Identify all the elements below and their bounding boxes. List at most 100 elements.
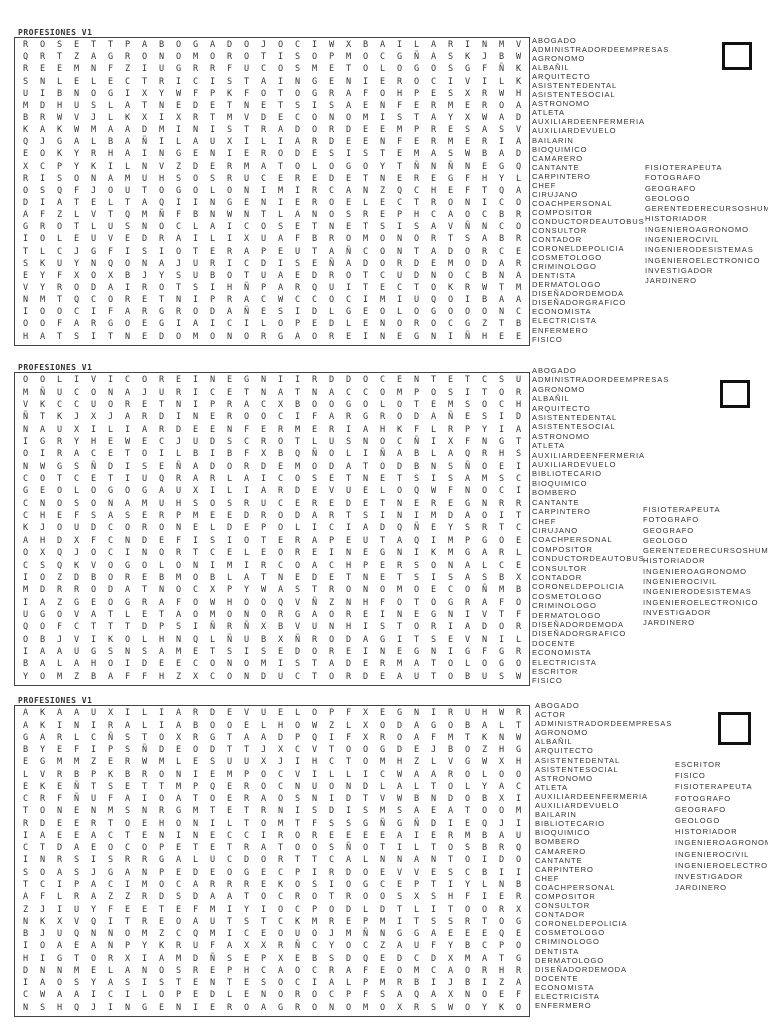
grid-letter[interactable]: G <box>362 879 369 890</box>
grid-letter[interactable]: L <box>243 548 250 559</box>
grid-letter[interactable]: A <box>90 609 97 620</box>
grid-letter[interactable]: T <box>362 461 369 472</box>
grid-letter[interactable]: C <box>362 387 369 398</box>
grid-letter[interactable]: X <box>277 745 284 756</box>
grid-letter[interactable]: U <box>209 137 216 148</box>
grid-letter[interactable]: V <box>311 745 318 756</box>
grid-letter[interactable]: B <box>515 319 522 330</box>
grid-letter[interactable]: R <box>447 830 454 841</box>
grid-letter[interactable]: Q <box>311 282 318 293</box>
grid-letter[interactable]: Y <box>328 941 335 952</box>
grid-letter[interactable]: Y <box>90 904 97 915</box>
grid-letter[interactable]: A <box>158 646 165 657</box>
grid-letter[interactable]: B <box>90 572 97 583</box>
grid-letter[interactable]: T <box>345 64 352 75</box>
grid-letter[interactable]: I <box>209 125 216 136</box>
grid-letter[interactable]: T <box>243 745 250 756</box>
grid-letter[interactable]: A <box>413 769 420 780</box>
grid-letter[interactable]: E <box>209 412 216 423</box>
grid-letter[interactable]: I <box>362 646 369 657</box>
grid-letter[interactable]: V <box>243 708 250 719</box>
grid-letter[interactable]: B <box>22 745 29 756</box>
grid-letter[interactable]: S <box>226 498 233 509</box>
grid-letter[interactable]: O <box>379 585 386 596</box>
checkbox[interactable] <box>722 42 752 70</box>
grid-letter[interactable]: R <box>311 137 318 148</box>
grid-letter[interactable]: Z <box>56 597 63 608</box>
grid-letter[interactable]: E <box>498 461 505 472</box>
grid-letter[interactable]: A <box>277 270 284 281</box>
grid-letter[interactable]: O <box>56 978 63 989</box>
grid-letter[interactable]: I <box>192 622 199 633</box>
grid-letter[interactable]: S <box>124 222 131 233</box>
grid-letter[interactable]: O <box>39 867 46 878</box>
grid-letter[interactable]: Ñ <box>226 634 233 645</box>
grid-letter[interactable]: L <box>141 634 148 645</box>
grid-letter[interactable]: M <box>362 1002 369 1013</box>
grid-letter[interactable]: A <box>141 197 148 208</box>
grid-letter[interactable]: L <box>277 210 284 221</box>
grid-letter[interactable]: R <box>447 40 454 51</box>
grid-letter[interactable]: I <box>22 597 29 608</box>
grid-letter[interactable]: E <box>56 818 63 829</box>
grid-letter[interactable]: A <box>90 830 97 841</box>
grid-letter[interactable]: O <box>396 400 403 411</box>
grid-letter[interactable]: R <box>311 634 318 645</box>
grid-letter[interactable]: U <box>73 904 80 915</box>
grid-letter[interactable]: E <box>22 149 29 160</box>
grid-letter[interactable]: T <box>90 622 97 633</box>
grid-letter[interactable]: N <box>379 646 386 657</box>
grid-letter[interactable]: T <box>311 671 318 682</box>
grid-letter[interactable]: M <box>447 258 454 269</box>
grid-letter[interactable]: C <box>498 560 505 571</box>
grid-letter[interactable]: D <box>192 867 199 878</box>
grid-letter[interactable]: N <box>243 609 250 620</box>
grid-letter[interactable]: E <box>209 161 216 172</box>
grid-letter[interactable]: F <box>175 597 182 608</box>
grid-letter[interactable]: N <box>90 806 97 817</box>
grid-letter[interactable]: D <box>413 270 420 281</box>
grid-letter[interactable]: O <box>277 904 284 915</box>
grid-letter[interactable]: I <box>124 879 131 890</box>
grid-letter[interactable]: T <box>243 125 250 136</box>
grid-letter[interactable]: S <box>260 978 267 989</box>
grid-letter[interactable]: O <box>294 720 301 731</box>
grid-letter[interactable]: S <box>73 331 80 342</box>
grid-letter[interactable]: N <box>243 185 250 196</box>
grid-letter[interactable]: G <box>498 437 505 448</box>
grid-letter[interactable]: I <box>515 818 522 829</box>
grid-letter[interactable]: J <box>73 548 80 559</box>
grid-letter[interactable]: C <box>209 548 216 559</box>
grid-letter[interactable]: G <box>498 659 505 670</box>
grid-letter[interactable]: Q <box>56 548 63 559</box>
grid-letter[interactable]: E <box>345 137 352 148</box>
grid-letter[interactable]: C <box>481 210 488 221</box>
grid-letter[interactable]: O <box>90 270 97 281</box>
grid-letter[interactable]: O <box>413 622 420 633</box>
grid-letter[interactable]: H <box>39 511 46 522</box>
grid-letter[interactable]: E <box>260 929 267 940</box>
grid-letter[interactable]: M <box>73 965 80 976</box>
grid-letter[interactable]: E <box>175 904 182 915</box>
grid-letter[interactable]: T <box>515 511 522 522</box>
grid-letter[interactable]: A <box>158 486 165 497</box>
grid-letter[interactable]: O <box>515 1002 522 1013</box>
grid-letter[interactable]: R <box>158 806 165 817</box>
grid-letter[interactable]: J <box>481 52 488 63</box>
grid-letter[interactable]: I <box>498 137 505 148</box>
grid-letter[interactable]: D <box>260 671 267 682</box>
grid-letter[interactable]: I <box>192 234 199 245</box>
grid-letter[interactable]: P <box>294 319 301 330</box>
grid-letter[interactable]: Z <box>73 52 80 63</box>
grid-letter[interactable]: I <box>226 234 233 245</box>
grid-letter[interactable]: H <box>345 622 352 633</box>
grid-letter[interactable]: G <box>277 331 284 342</box>
grid-letter[interactable]: X <box>141 88 148 99</box>
grid-letter[interactable]: E <box>243 197 250 208</box>
grid-letter[interactable]: F <box>73 185 80 196</box>
grid-letter[interactable]: L <box>260 137 267 148</box>
grid-letter[interactable]: M <box>22 585 29 596</box>
grid-letter[interactable]: Y <box>243 904 250 915</box>
grid-letter[interactable]: U <box>260 498 267 509</box>
grid-letter[interactable]: P <box>328 535 335 546</box>
